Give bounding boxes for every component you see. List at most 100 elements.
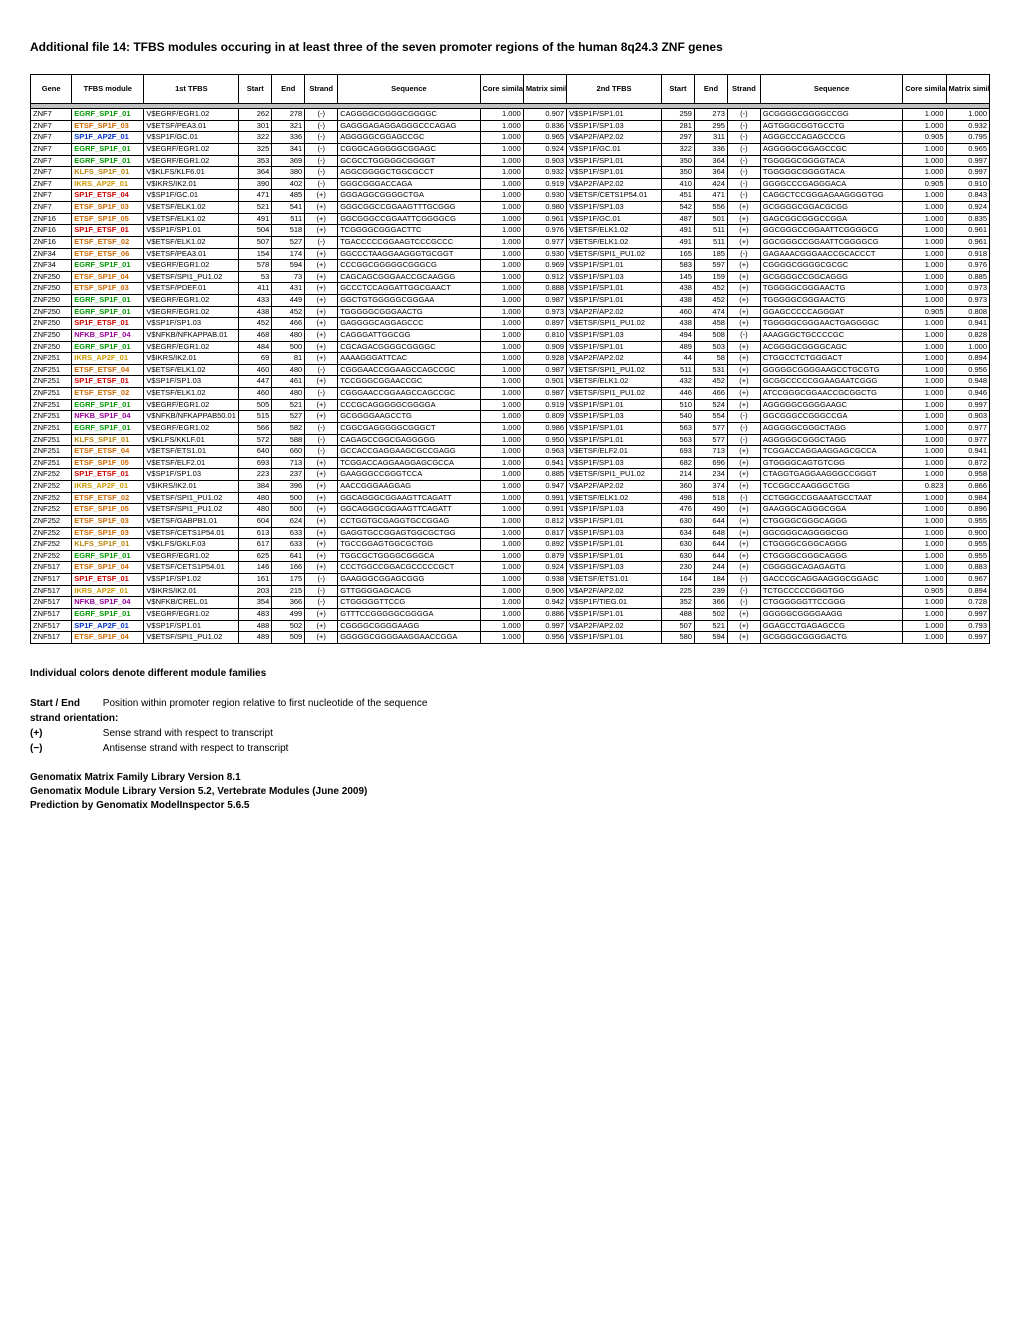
- table-cell: 502: [694, 608, 727, 620]
- table-cell: (+): [727, 562, 760, 574]
- table-cell: 0.987: [523, 295, 566, 307]
- table-cell: V$EGRF/EGR1.02: [144, 109, 239, 121]
- table-cell: 511: [661, 364, 694, 376]
- table-cell: TCCGGCCAAGGGCTGG: [760, 481, 902, 493]
- table-cell: 563: [661, 422, 694, 434]
- table-cell: 644: [694, 550, 727, 562]
- startend-text: Position within promoter region relative…: [103, 698, 428, 709]
- table-cell: 1.000: [480, 318, 523, 330]
- table-cell: ACGGGGCGGGGCAGC: [760, 341, 902, 353]
- table-cell: 0.795: [946, 132, 989, 144]
- table-cell: V$ETSF/ETS1.01: [567, 574, 662, 586]
- table-cell: 488: [661, 608, 694, 620]
- table-cell: TCTGCCCCCGGGTGG: [760, 585, 902, 597]
- table-cell: (+): [727, 295, 760, 307]
- table-cell: (+): [727, 318, 760, 330]
- table-cell: 1.000: [480, 155, 523, 167]
- table-cell: 500: [272, 341, 305, 353]
- table-cell: 438: [661, 283, 694, 295]
- table-cell: ETSF_ETSF_04: [72, 446, 144, 458]
- table-cell: 0.897: [523, 318, 566, 330]
- table-cell: 0.866: [946, 481, 989, 493]
- table-cell: 617: [239, 539, 272, 551]
- table-cell: (+): [305, 515, 338, 527]
- table-cell: 554: [694, 411, 727, 423]
- table-cell: 223: [239, 469, 272, 481]
- table-cell: 322: [661, 143, 694, 155]
- table-cell: (-): [305, 388, 338, 400]
- table-cell: 578: [239, 260, 272, 272]
- table-cell: 1.000: [480, 376, 523, 388]
- table-cell: CAGCAGCGGGAACCGCAAGGG: [338, 271, 480, 283]
- table-cell: 1.000: [480, 527, 523, 539]
- table-cell: CAGGCTCCGGGAGAAGGGGTGG: [760, 190, 902, 202]
- table-cell: TCGGACCAGGAAGGAGCGCCA: [760, 446, 902, 458]
- table-cell: V$KLFS/KLF6.01: [144, 167, 239, 179]
- table-cell: 1.000: [903, 213, 946, 225]
- table-row: ZNF252ETSF_SP1F_03V$ETSF/CETS1P54.016136…: [31, 527, 990, 539]
- table-cell: GAAGGGCAGGGCGGA: [760, 504, 902, 516]
- table-cell: 44: [661, 353, 694, 365]
- table-cell: V$SP1F/SP1.03: [567, 504, 662, 516]
- table-cell: 527: [272, 411, 305, 423]
- table-cell: (-): [305, 422, 338, 434]
- table-cell: (+): [727, 457, 760, 469]
- column-header: Start: [661, 75, 694, 104]
- table-row: ZNF251ETSF_SP1F_05V$ETSF/ELF2.01693713(+…: [31, 457, 990, 469]
- table-cell: (+): [305, 318, 338, 330]
- table-cell: 483: [239, 608, 272, 620]
- table-cell: 498: [661, 492, 694, 504]
- table-cell: 480: [272, 388, 305, 400]
- column-header: Sequence: [338, 75, 480, 104]
- table-cell: (-): [727, 132, 760, 144]
- table-cell: V$ETSF/CETS1P54.01: [144, 527, 239, 539]
- table-cell: AGGGGGCGGAGCCGC: [760, 143, 902, 155]
- table-cell: 0.905: [903, 306, 946, 318]
- table-cell: 1.000: [903, 446, 946, 458]
- table-cell: V$ETSF/SPI1_PU1.02: [567, 318, 662, 330]
- table-cell: 380: [272, 167, 305, 179]
- table-cell: V$AP2F/AP2.02: [567, 178, 662, 190]
- table-cell: 353: [239, 155, 272, 167]
- table-cell: ZNF7: [31, 132, 72, 144]
- table-cell: 515: [239, 411, 272, 423]
- table-cell: 0.965: [523, 132, 566, 144]
- table-cell: 499: [272, 608, 305, 620]
- table-cell: 452: [694, 283, 727, 295]
- table-row: ZNF252SP1F_ETSF_01V$SP1F/SP1.03223237(+)…: [31, 469, 990, 481]
- table-cell: 0.997: [946, 608, 989, 620]
- table-cell: TGGGGGCGGGGTACA: [760, 155, 902, 167]
- table-cell: 0.932: [523, 167, 566, 179]
- table-cell: 230: [661, 562, 694, 574]
- table-cell: 185: [694, 248, 727, 260]
- table-cell: ETSF_ETSF_06: [72, 248, 144, 260]
- table-row: ZNF252IKRS_AP2F_01V$IKRS/IK2.01384396(+)…: [31, 481, 990, 493]
- table-cell: (-): [727, 190, 760, 202]
- table-cell: (+): [727, 608, 760, 620]
- table-cell: V$KLFS/GKLF.03: [144, 539, 239, 551]
- table-body: ZNF7EGRF_SP1F_01V$EGRF/EGR1.02262278(-)C…: [31, 104, 990, 644]
- table-cell: 1.000: [903, 562, 946, 574]
- table-cell: EGRF_SP1F_01: [72, 295, 144, 307]
- table-cell: 648: [694, 527, 727, 539]
- table-cell: V$EGRF/EGR1.02: [144, 306, 239, 318]
- table-cell: (-): [727, 492, 760, 504]
- table-cell: 69: [239, 353, 272, 365]
- column-header: Sequence: [760, 75, 902, 104]
- table-cell: 301: [239, 120, 272, 132]
- table-cell: 634: [661, 527, 694, 539]
- table-cell: 402: [272, 178, 305, 190]
- table-cell: V$ETSF/PEA3.01: [144, 248, 239, 260]
- table-cell: 521: [694, 620, 727, 632]
- table-cell: 159: [694, 271, 727, 283]
- table-cell: 505: [239, 399, 272, 411]
- table-cell: 237: [272, 469, 305, 481]
- table-cell: 509: [272, 632, 305, 644]
- table-cell: 503: [694, 341, 727, 353]
- table-cell: 1.000: [480, 446, 523, 458]
- table-cell: (+): [727, 550, 760, 562]
- table-cell: ZNF250: [31, 271, 72, 283]
- table-cell: ZNF16: [31, 236, 72, 248]
- table-row: ZNF7EGRF_SP1F_01V$EGRF/EGR1.02353369(-)G…: [31, 155, 990, 167]
- table-cell: (-): [305, 178, 338, 190]
